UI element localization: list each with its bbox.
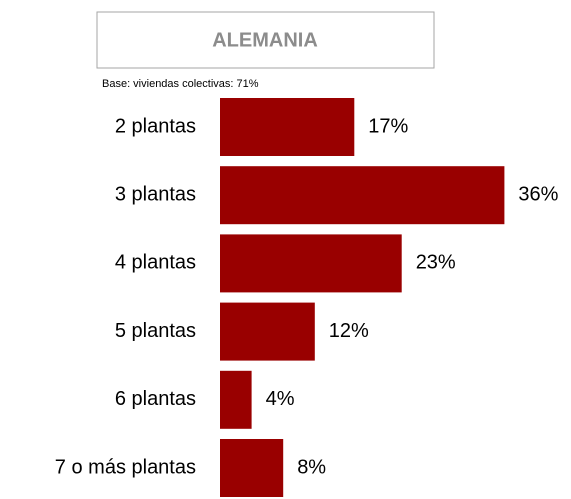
value-label: 36% — [518, 183, 558, 205]
category-label: 2 plantas — [115, 115, 196, 137]
category-label: 5 plantas — [115, 320, 196, 342]
category-label: 3 plantas — [115, 183, 196, 205]
bar — [220, 98, 355, 156]
value-label: 23% — [416, 252, 456, 274]
title-box — [96, 11, 435, 69]
bar — [220, 166, 505, 225]
category-label: 7 o más plantas — [55, 456, 196, 478]
bar — [220, 370, 252, 429]
category-label: 6 plantas — [115, 388, 196, 410]
value-label: 12% — [329, 320, 369, 342]
chart-subtitle: Base: viviendas colectivas: 71% — [102, 78, 259, 90]
value-label: 8% — [297, 456, 326, 478]
bar — [220, 234, 402, 293]
bar — [220, 439, 284, 497]
category-label: 4 plantas — [115, 252, 196, 274]
value-label: 4% — [266, 388, 295, 410]
value-label: 17% — [368, 115, 408, 137]
bar — [220, 302, 315, 361]
chart-title: ALEMANIA — [212, 29, 318, 51]
